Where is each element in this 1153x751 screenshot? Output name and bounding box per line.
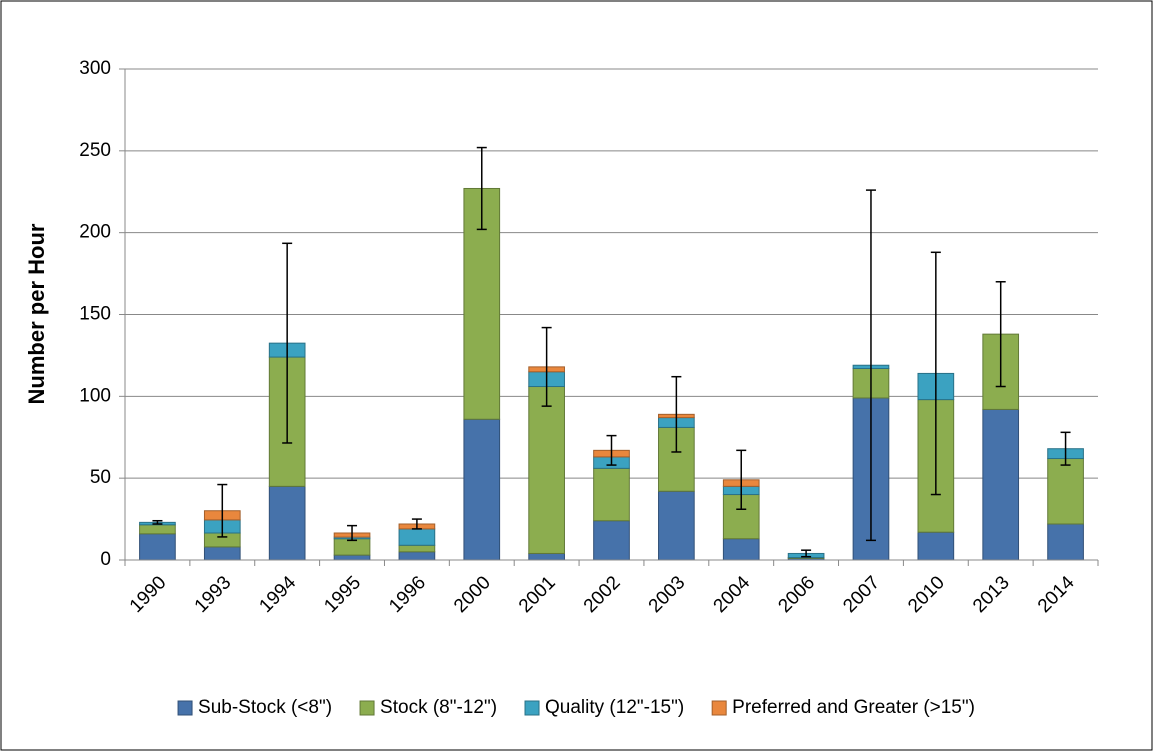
error-bar [541,326,552,407]
legend-label: Preferred and Greater (>15") [732,697,975,718]
y-tick-label: 250 [79,140,111,161]
error-bar [736,449,747,511]
bar-segment [528,386,565,554]
bar-segment [1047,458,1084,525]
bar-segment [398,551,436,561]
bar-segment [333,538,371,556]
y-tick-label: 50 [90,467,111,488]
bar-segment [593,467,630,522]
bar-segment [528,552,565,561]
legend-label: Stock (8"-12") [380,697,497,718]
error-bar [930,251,941,496]
bar-segment [593,520,630,561]
bar-segment [722,538,760,561]
bar-segment [398,528,436,546]
bar-segment [1047,523,1084,561]
bar-segment [463,418,501,561]
error-bar [1060,431,1071,466]
error-bar [801,549,812,558]
error-bar [476,146,487,231]
y-tick-label: 150 [79,304,111,325]
y-axis-label: Number per Hour [24,223,49,404]
legend-label: Sub-Stock (<8") [198,697,332,718]
bar-segment [917,531,955,561]
y-tick-label: 300 [79,58,111,79]
y-tick-label: 200 [79,222,111,243]
bar-segment [398,544,436,553]
bar-segment [139,533,176,561]
error-bar [411,518,422,530]
bar-segment [203,546,241,561]
y-tick-label: 100 [79,385,111,406]
error-bar [347,524,358,542]
error-bar [671,375,682,453]
error-bar [217,483,228,538]
error-bar [606,434,617,466]
bar-segment [658,490,695,561]
bar-segment [139,524,176,535]
error-bar [152,519,163,525]
legend-swatch [359,700,375,716]
error-bar [995,281,1006,388]
legend-swatch [524,700,540,716]
bar-segment [333,554,371,561]
error-bar [282,242,293,444]
legend-label: Quality (12"-15") [545,697,684,718]
y-tick-label: 0 [100,549,111,570]
legend-swatch [711,700,727,716]
error-bar [865,189,876,542]
bar-segment [982,408,1020,561]
bar-segment [268,485,306,561]
legend-swatch [177,700,193,716]
